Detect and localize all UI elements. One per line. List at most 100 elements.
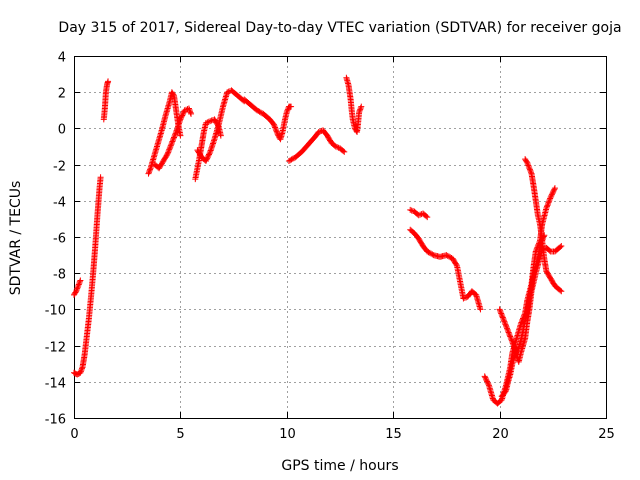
data-point xyxy=(543,205,550,212)
data-point xyxy=(500,317,507,324)
data-point xyxy=(423,213,430,220)
data-point xyxy=(428,250,435,257)
data-point xyxy=(551,185,558,192)
data-point xyxy=(539,236,546,243)
y-axis-label: SDTVAR / TECUs xyxy=(8,181,24,296)
data-point xyxy=(76,280,83,287)
y-tick-label: -12 xyxy=(45,341,66,356)
data-point xyxy=(540,234,547,241)
data-point xyxy=(177,116,184,123)
data-point xyxy=(171,134,178,141)
data-point xyxy=(548,192,555,199)
data-point xyxy=(523,158,530,165)
x-tick-label: 15 xyxy=(385,427,402,442)
data-point xyxy=(525,163,532,170)
data-point xyxy=(496,306,503,313)
data-point xyxy=(424,214,431,221)
data-point xyxy=(256,108,263,115)
data-point xyxy=(172,131,179,138)
data-point xyxy=(272,124,279,131)
data-point xyxy=(78,365,85,372)
data-point xyxy=(407,206,414,213)
data-point xyxy=(499,314,506,321)
data-point xyxy=(511,353,518,360)
data-point xyxy=(178,113,185,120)
data-point xyxy=(205,152,212,159)
data-point xyxy=(507,334,514,341)
x-tick-label: 5 xyxy=(176,427,184,442)
y-tick-label: -10 xyxy=(45,304,66,319)
data-point xyxy=(515,345,522,352)
y-tick-label: -14 xyxy=(45,377,66,392)
data-point xyxy=(425,249,432,256)
data-point xyxy=(169,137,176,144)
data-point xyxy=(146,167,153,174)
data-point xyxy=(482,374,489,381)
data-point xyxy=(445,253,452,260)
data-point xyxy=(187,109,194,116)
y-tick-label: 4 xyxy=(58,51,66,66)
data-point xyxy=(453,261,460,268)
data-point xyxy=(180,109,187,116)
data-point xyxy=(498,310,505,317)
data-point xyxy=(447,254,454,261)
data-point xyxy=(557,243,564,250)
data-point xyxy=(188,110,195,117)
x-tick-label: 0 xyxy=(70,427,78,442)
data-point xyxy=(550,187,557,194)
data-point xyxy=(315,129,322,136)
data-point xyxy=(537,243,544,250)
data-point xyxy=(484,378,491,385)
data-point xyxy=(257,109,264,116)
data-point xyxy=(341,148,348,155)
data-point xyxy=(538,240,545,247)
data-point xyxy=(274,129,281,136)
data-point xyxy=(357,106,364,113)
data-point xyxy=(77,277,84,284)
data-point xyxy=(105,78,112,85)
data-point xyxy=(540,233,547,240)
data-point xyxy=(426,249,433,256)
data-point xyxy=(443,252,450,259)
data-point xyxy=(255,108,262,115)
data-point xyxy=(332,143,339,150)
data-point xyxy=(171,133,178,140)
data-point xyxy=(415,212,422,219)
data-point xyxy=(72,289,79,296)
data-point xyxy=(558,288,565,295)
data-point xyxy=(273,128,280,135)
data-point xyxy=(289,155,296,162)
data-point xyxy=(288,156,295,163)
data-point xyxy=(517,320,524,327)
y-tick-label: -16 xyxy=(45,413,66,428)
data-point xyxy=(525,162,532,169)
y-tick-label: -6 xyxy=(53,232,66,247)
data-point xyxy=(164,150,171,157)
data-point xyxy=(557,287,564,294)
data-point xyxy=(147,166,154,173)
data-point xyxy=(502,322,509,329)
data-point xyxy=(146,169,153,176)
data-point xyxy=(527,167,534,174)
data-point xyxy=(545,199,552,206)
y-tick-label: 0 xyxy=(58,123,66,138)
data-point xyxy=(507,333,514,340)
data-point xyxy=(288,103,295,110)
data-point xyxy=(485,381,492,388)
data-point xyxy=(224,89,231,96)
data-point xyxy=(497,307,504,314)
data-point xyxy=(548,191,555,198)
data-point xyxy=(537,241,544,248)
data-point xyxy=(75,282,82,289)
data-point xyxy=(357,105,364,112)
data-point xyxy=(508,336,515,343)
data-point xyxy=(167,143,174,150)
data-point xyxy=(73,286,80,293)
x-tick-label: 10 xyxy=(279,427,296,442)
data-point xyxy=(185,105,192,112)
data-point xyxy=(512,352,519,359)
data-point xyxy=(285,157,292,164)
data-point xyxy=(482,375,489,382)
data-point xyxy=(549,190,556,197)
data-point xyxy=(501,318,508,325)
